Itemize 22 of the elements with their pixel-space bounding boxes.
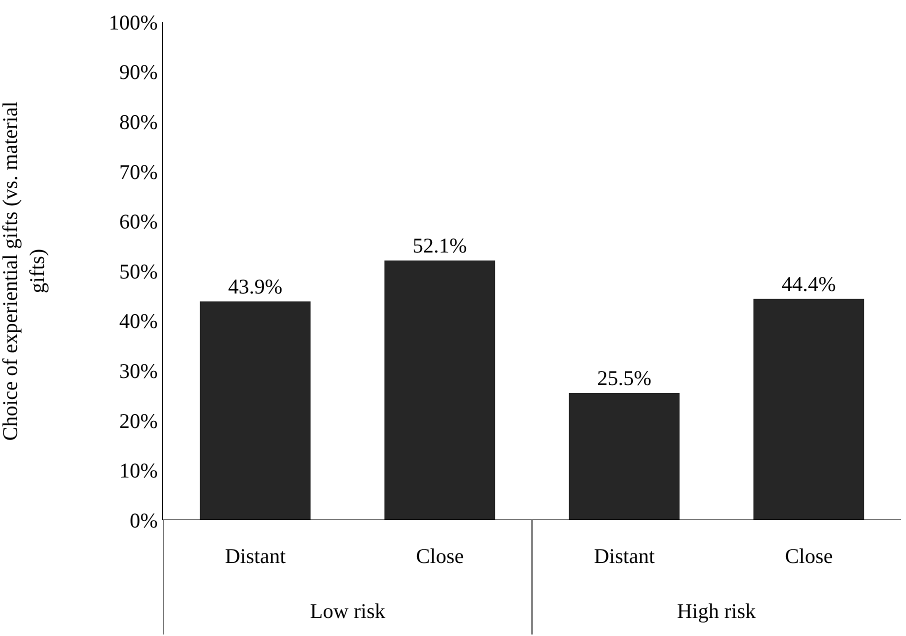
y-tick-label: 60%: [119, 210, 158, 234]
y-tick-label: 20%: [119, 408, 158, 433]
data-label: 25.5%: [597, 366, 652, 390]
y-tick-label: 40%: [119, 309, 158, 334]
text: Low risk: [310, 599, 386, 623]
x-tick-label: Close: [785, 544, 833, 568]
y-tick-label: 30%: [119, 358, 158, 383]
x-tick-label: Distant: [594, 544, 655, 568]
data-label: 43.9%: [228, 274, 282, 298]
data-label: 44.4%: [782, 272, 836, 296]
y-tick-label: 10%: [119, 458, 158, 483]
y-tick-label: 100%: [108, 10, 158, 34]
x-tick-label: Distant: [225, 544, 286, 568]
y-tick-label: 70%: [119, 160, 158, 184]
y-tick-label: 80%: [119, 110, 158, 134]
y-axis-title: Choice of experiential gifts (vs. material gifts): [0, 101, 50, 441]
text: High risk: [677, 599, 756, 623]
y-tick-label: 50%: [119, 259, 158, 284]
x-tick-label: Close: [416, 544, 464, 568]
data-label: 52.1%: [412, 234, 467, 258]
y-tick-label: 90%: [119, 60, 158, 84]
y-tick-label: 0%: [130, 508, 158, 532]
